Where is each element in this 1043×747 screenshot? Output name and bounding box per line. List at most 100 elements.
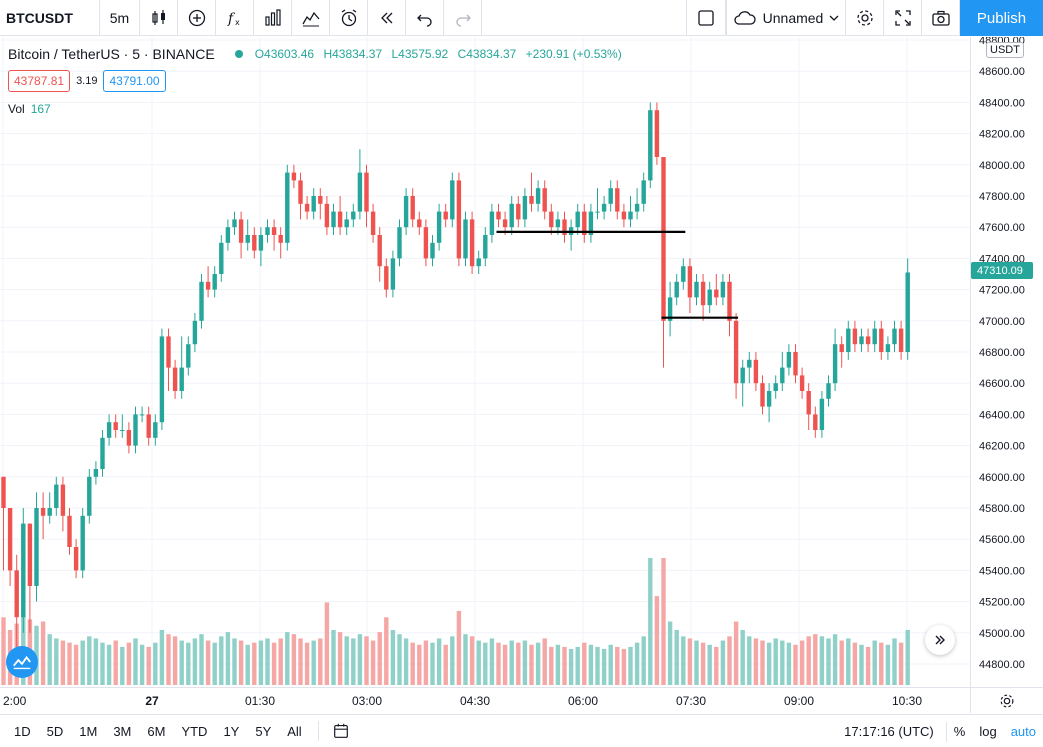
undo-icon[interactable]: [406, 0, 444, 36]
range-1d-button[interactable]: 1D: [14, 723, 31, 739]
candle-body[interactable]: [516, 203, 521, 220]
candle-body[interactable]: [476, 258, 481, 267]
candle-body[interactable]: [232, 219, 237, 228]
candle-body[interactable]: [865, 336, 871, 345]
candle-body[interactable]: [133, 414, 138, 446]
tradingview-logo-icon[interactable]: [6, 646, 38, 678]
candle-body[interactable]: [872, 328, 877, 345]
candle-body[interactable]: [733, 320, 739, 384]
volume-label[interactable]: Vol: [8, 102, 25, 116]
candle-body[interactable]: [364, 172, 369, 212]
candle-body[interactable]: [740, 367, 745, 384]
candle-body[interactable]: [648, 110, 653, 181]
candle-body[interactable]: [146, 414, 151, 438]
candle-body[interactable]: [212, 274, 217, 290]
candle-body[interactable]: [27, 523, 33, 586]
candle-body[interactable]: [839, 344, 844, 352]
candle-body[interactable]: [106, 422, 112, 438]
layout-name-button[interactable]: Unnamed: [726, 0, 846, 36]
candle-body[interactable]: [562, 219, 567, 235]
candle-body[interactable]: [7, 508, 13, 571]
candle-body[interactable]: [238, 219, 244, 243]
range-all-button[interactable]: All: [287, 723, 302, 739]
candle-body[interactable]: [245, 235, 250, 243]
candle-body[interactable]: [450, 180, 455, 220]
replay-icon[interactable]: [368, 0, 406, 36]
candle-body[interactable]: [799, 375, 805, 391]
candle-body[interactable]: [879, 328, 884, 352]
candle-body[interactable]: [509, 203, 514, 228]
candle-body[interactable]: [73, 547, 79, 571]
candle-body[interactable]: [166, 336, 171, 368]
candle-body[interactable]: [905, 272, 910, 352]
utc-clock[interactable]: 17:17:16 (UTC): [844, 724, 934, 739]
candle-body[interactable]: [555, 219, 561, 228]
candle-body[interactable]: [483, 235, 488, 259]
candle-body[interactable]: [258, 235, 264, 251]
currency-badge[interactable]: USDT: [986, 42, 1024, 58]
range-5d-button[interactable]: 5D: [46, 723, 64, 739]
candle-body[interactable]: [87, 476, 92, 516]
candle-body[interactable]: [634, 203, 640, 212]
candle-body[interactable]: [205, 281, 211, 290]
candle-body[interactable]: [285, 172, 290, 243]
candle-body[interactable]: [430, 242, 435, 259]
candle-body[interactable]: [714, 289, 719, 298]
candle-body[interactable]: [628, 211, 633, 220]
candle-body[interactable]: [700, 281, 706, 306]
templates-icon[interactable]: [292, 0, 330, 36]
candle-body[interactable]: [60, 484, 66, 516]
candle-body[interactable]: [417, 219, 422, 228]
candle-body[interactable]: [535, 188, 541, 204]
candle-body[interactable]: [496, 211, 501, 220]
candle-body[interactable]: [291, 172, 297, 181]
range-1m-button[interactable]: 1M: [79, 723, 98, 739]
candle-body[interactable]: [529, 196, 534, 204]
candle-body[interactable]: [661, 157, 666, 321]
candle-body[interactable]: [489, 211, 495, 235]
candle-body[interactable]: [456, 180, 462, 259]
candle-body[interactable]: [423, 227, 429, 259]
candle-body[interactable]: [773, 383, 778, 391]
candle-body[interactable]: [615, 188, 620, 212]
candle-body[interactable]: [47, 508, 52, 516]
candle-body[interactable]: [93, 469, 99, 477]
range-5y-button[interactable]: 5Y: [255, 723, 272, 739]
candle-body[interactable]: [654, 110, 660, 157]
candle-body[interactable]: [14, 570, 19, 618]
candle-body[interactable]: [575, 211, 580, 228]
log-scale-toggle[interactable]: log: [979, 724, 997, 739]
goto-date-icon[interactable]: [327, 715, 355, 747]
candle-body[interactable]: [780, 367, 785, 384]
candle-body[interactable]: [390, 258, 396, 290]
auto-scale-toggle[interactable]: auto: [1010, 724, 1036, 739]
candle-body[interactable]: [271, 227, 277, 235]
candle-body[interactable]: [199, 281, 204, 321]
layout-select-icon[interactable]: [686, 0, 726, 36]
candle-body[interactable]: [786, 352, 792, 368]
candle-body[interactable]: [641, 180, 646, 204]
candle-body[interactable]: [357, 172, 363, 212]
candle-body[interactable]: [54, 484, 59, 508]
candle-body[interactable]: [21, 523, 26, 618]
candle-body[interactable]: [436, 211, 442, 243]
candle-body[interactable]: [159, 336, 165, 423]
alert-icon[interactable]: [330, 0, 368, 36]
symbol-search-button[interactable]: BTCUSDT: [0, 0, 100, 36]
candle-body[interactable]: [826, 383, 831, 399]
candle-body[interactable]: [410, 196, 415, 220]
indicators-add-icon[interactable]: [178, 0, 216, 36]
axis-settings-gear-icon[interactable]: [970, 687, 1043, 713]
range-ytd-button[interactable]: YTD: [181, 723, 208, 739]
camera-icon[interactable]: [922, 0, 960, 36]
candle-body[interactable]: [120, 430, 125, 431]
candle-body[interactable]: [337, 211, 343, 228]
candle-body[interactable]: [311, 196, 316, 212]
candle-body[interactable]: [139, 414, 145, 416]
candle-body[interactable]: [813, 414, 818, 430]
candle-body[interactable]: [720, 281, 726, 298]
candle-body[interactable]: [793, 352, 798, 376]
candle-body[interactable]: [469, 219, 475, 267]
candle-body[interactable]: [318, 196, 323, 204]
